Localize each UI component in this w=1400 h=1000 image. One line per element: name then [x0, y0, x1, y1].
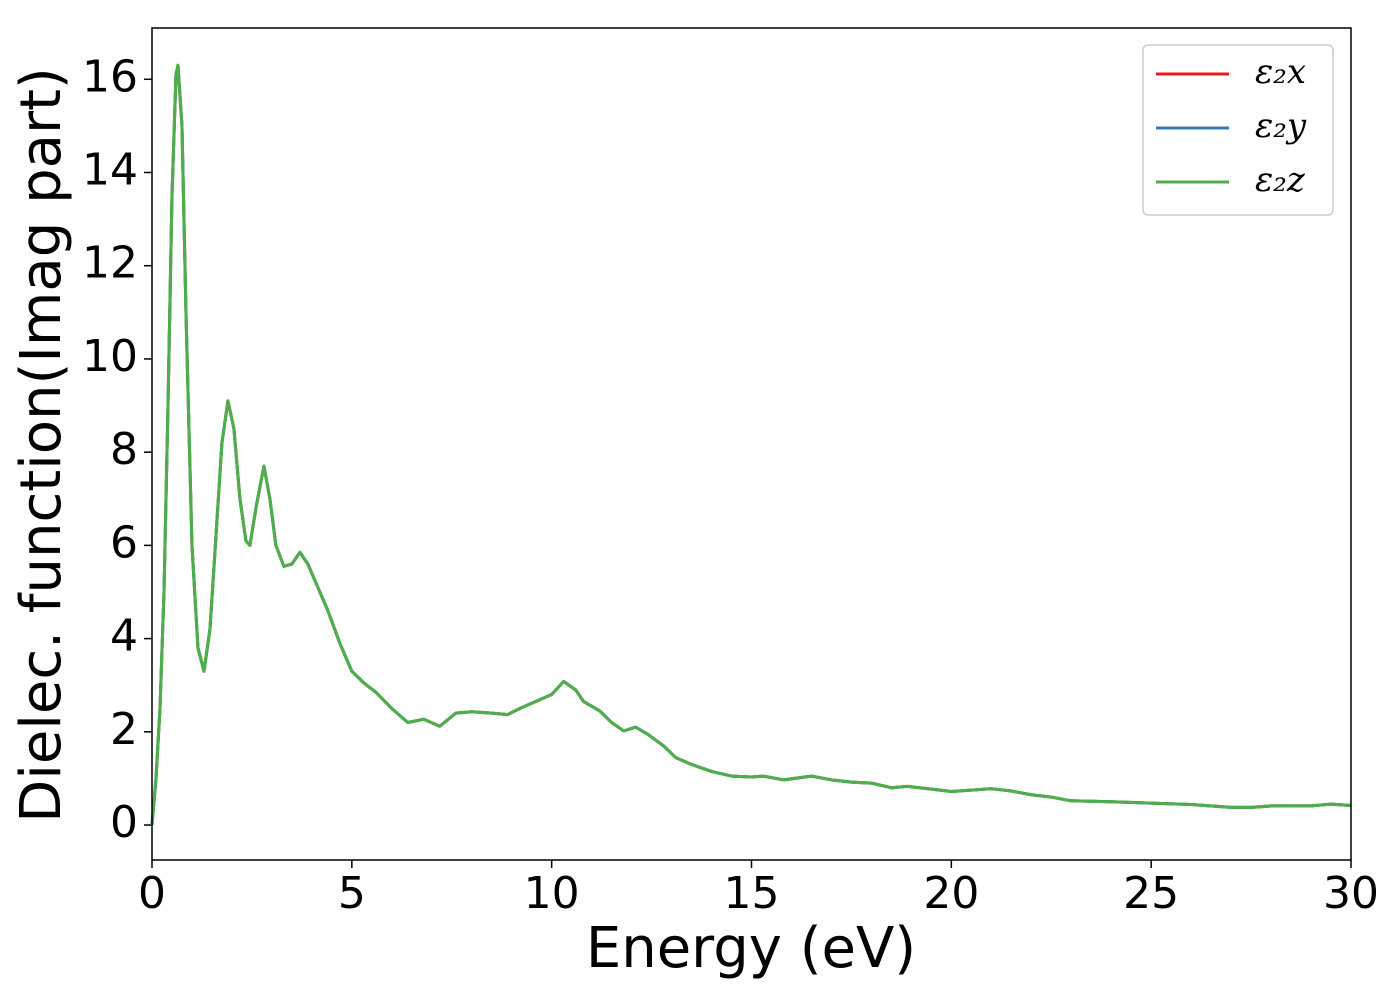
x-tick-label: 5	[338, 868, 366, 919]
x-tick-label: 10	[524, 868, 580, 919]
x-tick-label: 15	[724, 868, 780, 919]
x-tick-label: 0	[138, 868, 166, 919]
y-tick-label: 2	[110, 704, 138, 755]
y-axis-label: Dielec. function(Imag part)	[9, 67, 74, 823]
y-tick-label: 16	[82, 51, 138, 102]
legend-label: ε₂x	[1255, 52, 1306, 92]
y-tick-label: 6	[110, 517, 138, 568]
y-tick-label: 14	[82, 144, 138, 195]
y-tick-label: 10	[82, 331, 138, 382]
y-tick-label: 0	[110, 797, 138, 848]
plot-frame	[151, 27, 1352, 861]
y-tick-label: 8	[110, 424, 138, 475]
y-tick-label: 12	[82, 238, 138, 289]
x-tick-label: 20	[923, 868, 979, 919]
x-tick-label: 25	[1123, 868, 1179, 919]
legend-label: ε₂z	[1255, 160, 1306, 200]
y-tick-label: 4	[110, 611, 138, 662]
x-tick-label: 30	[1323, 868, 1379, 919]
data-line	[150, 63, 1352, 826]
legend-box	[1142, 44, 1334, 216]
x-axis-label: Energy (eV)	[586, 916, 916, 981]
legend-label: ε₂y	[1255, 106, 1307, 146]
